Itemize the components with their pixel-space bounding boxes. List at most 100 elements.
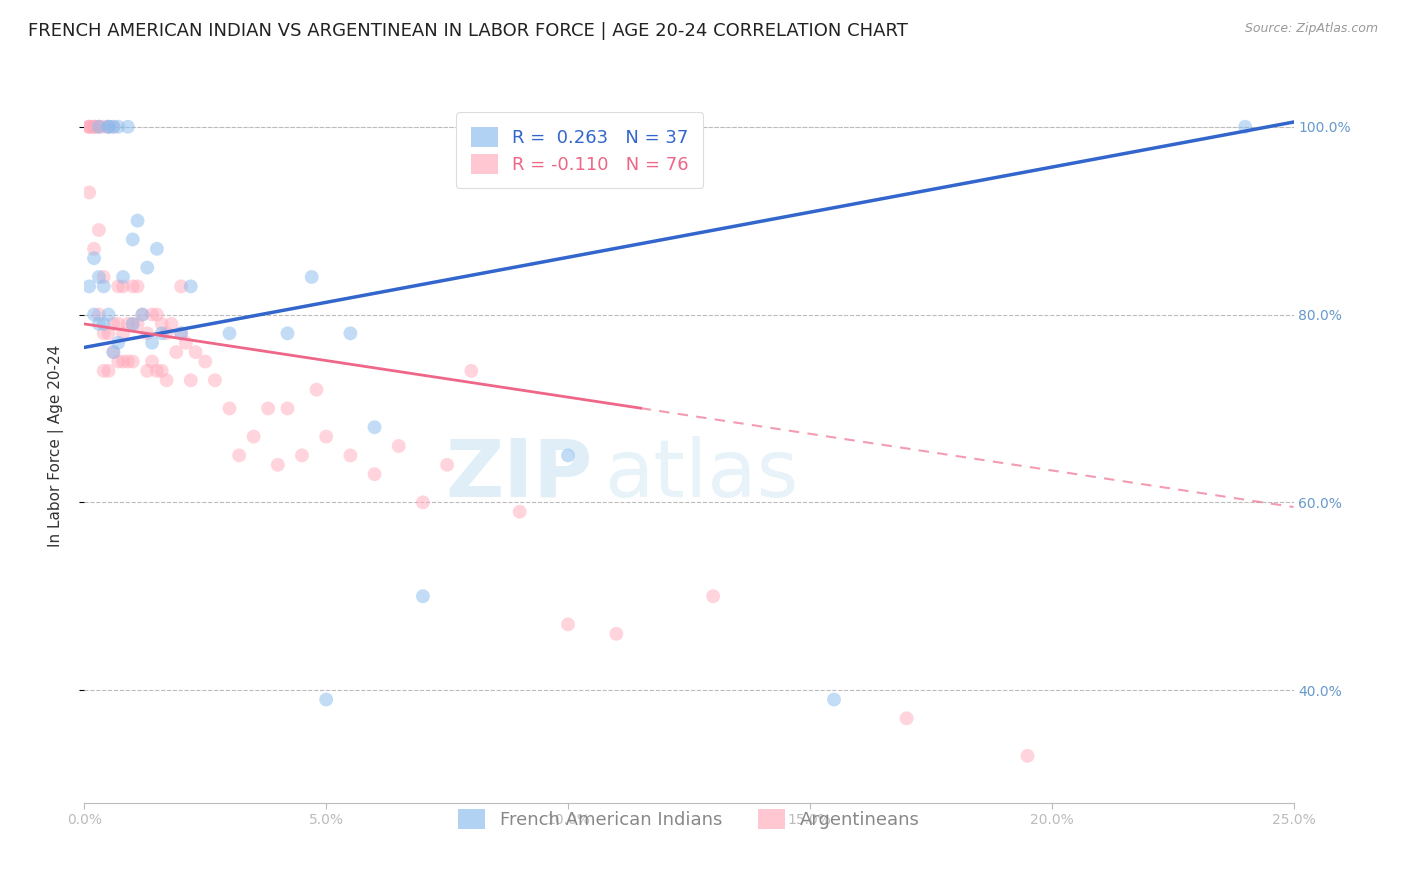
Point <box>83 251 105 265</box>
Point <box>150 326 173 341</box>
Point <box>363 467 385 482</box>
Point <box>87 270 110 285</box>
Point <box>146 364 169 378</box>
Point <box>107 120 129 134</box>
Point <box>93 120 115 134</box>
Point <box>112 354 135 368</box>
Point <box>605 627 627 641</box>
Point <box>276 401 298 416</box>
Point <box>363 420 385 434</box>
Point <box>184 345 207 359</box>
Point <box>1017 748 1039 763</box>
Point <box>93 326 115 341</box>
Point <box>121 354 143 368</box>
Point <box>121 232 143 246</box>
Point <box>121 317 143 331</box>
Point <box>107 317 129 331</box>
Point <box>228 449 250 463</box>
Point <box>557 617 579 632</box>
Point <box>83 120 105 134</box>
Point <box>87 223 110 237</box>
Point <box>436 458 458 472</box>
Point <box>557 449 579 463</box>
Point <box>136 364 159 378</box>
Point <box>83 120 105 134</box>
Point <box>160 317 183 331</box>
Point <box>218 326 240 341</box>
Point <box>93 364 115 378</box>
Point <box>267 458 290 472</box>
Point <box>141 308 163 322</box>
Point <box>170 326 193 341</box>
Point <box>509 505 531 519</box>
Point <box>77 120 100 134</box>
Point <box>121 279 143 293</box>
Point <box>103 345 125 359</box>
Point <box>83 308 105 322</box>
Point <box>339 326 361 341</box>
Point <box>117 354 139 368</box>
Point <box>823 692 845 706</box>
Point <box>87 120 110 134</box>
Point <box>112 279 135 293</box>
Point <box>146 242 169 256</box>
Point <box>315 429 337 443</box>
Point <box>112 270 135 285</box>
Point <box>412 495 434 509</box>
Point <box>301 270 323 285</box>
Point <box>77 120 100 134</box>
Point <box>93 317 115 331</box>
Point <box>87 317 110 331</box>
Point <box>896 711 918 725</box>
Point <box>131 308 153 322</box>
Point <box>136 260 159 275</box>
Point <box>170 279 193 293</box>
Point <box>87 120 110 134</box>
Point <box>107 335 129 350</box>
Point <box>127 213 149 227</box>
Point <box>180 279 202 293</box>
Point <box>77 120 100 134</box>
Point <box>170 326 193 341</box>
Point <box>180 373 202 387</box>
Point <box>339 449 361 463</box>
Point <box>121 317 143 331</box>
Point <box>242 429 264 443</box>
Text: atlas: atlas <box>605 435 799 514</box>
Point <box>93 270 115 285</box>
Point <box>83 120 105 134</box>
Point <box>136 326 159 341</box>
Point <box>155 373 177 387</box>
Point <box>460 364 482 378</box>
Point <box>1234 120 1257 134</box>
Text: Source: ZipAtlas.com: Source: ZipAtlas.com <box>1244 22 1378 36</box>
Y-axis label: In Labor Force | Age 20-24: In Labor Force | Age 20-24 <box>48 345 63 547</box>
Point <box>77 279 100 293</box>
Point <box>146 308 169 322</box>
Point <box>315 692 337 706</box>
Point <box>412 589 434 603</box>
Point <box>291 449 314 463</box>
Legend: French American Indians, Argentineans: French American Indians, Argentineans <box>451 802 927 837</box>
Point <box>103 317 125 331</box>
Point <box>97 364 120 378</box>
Point <box>155 326 177 341</box>
Point <box>150 364 173 378</box>
Point <box>117 120 139 134</box>
Point <box>174 335 197 350</box>
Point <box>103 120 125 134</box>
Point <box>204 373 226 387</box>
Text: FRENCH AMERICAN INDIAN VS ARGENTINEAN IN LABOR FORCE | AGE 20-24 CORRELATION CHA: FRENCH AMERICAN INDIAN VS ARGENTINEAN IN… <box>28 22 908 40</box>
Point <box>97 326 120 341</box>
Point <box>103 345 125 359</box>
Point <box>97 120 120 134</box>
Point <box>702 589 724 603</box>
Point <box>83 242 105 256</box>
Point <box>112 326 135 341</box>
Point <box>107 279 129 293</box>
Point <box>97 120 120 134</box>
Point <box>103 120 125 134</box>
Point <box>107 354 129 368</box>
Point <box>127 317 149 331</box>
Point <box>165 345 187 359</box>
